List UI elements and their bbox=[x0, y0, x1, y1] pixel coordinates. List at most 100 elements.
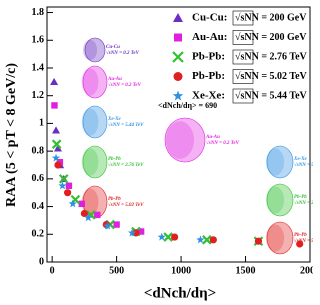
nucleus bbox=[82, 105, 108, 139]
data-point bbox=[127, 228, 137, 237]
legend-energy: √sNN = 200 GeV bbox=[235, 12, 307, 23]
y-tick-label: 1 bbox=[39, 118, 44, 129]
nucleus bbox=[166, 121, 194, 159]
nucleus bbox=[82, 65, 108, 99]
legend-energy: √sNN = 2.76 TeV bbox=[235, 51, 308, 62]
nucleus bbox=[265, 224, 285, 252]
data-point bbox=[51, 102, 58, 109]
y-tick-label: 1.8 bbox=[32, 7, 45, 18]
data-point bbox=[51, 153, 61, 162]
nucleus-energy: √sNN = 5.44 TeV bbox=[108, 122, 144, 128]
data-point bbox=[58, 181, 67, 190]
nucleus bbox=[265, 148, 285, 176]
nucleus-energy: √sNN = 5.44 TeV bbox=[294, 162, 313, 168]
y-tick-label: 0.6 bbox=[32, 173, 45, 184]
nucleus-energy: √sNN = 2.76 TeV bbox=[108, 162, 144, 168]
x-axis-label: <dNch/dη> bbox=[144, 285, 216, 301]
legend-energy: √sNN = 5.44 TeV bbox=[235, 90, 308, 101]
legend-box bbox=[232, 10, 254, 26]
data-point bbox=[51, 139, 62, 149]
legend-marker bbox=[172, 51, 184, 63]
nucleus bbox=[266, 183, 294, 217]
plot-frame bbox=[46, 6, 311, 263]
y-axis-label: RAA (5 < pT < 8 GeV/c) bbox=[4, 63, 19, 207]
nucleus bbox=[164, 117, 206, 163]
data-point bbox=[54, 161, 62, 169]
y-tick-label: 0 bbox=[39, 256, 44, 267]
data-point bbox=[163, 232, 173, 242]
x-tick-label: 1500 bbox=[236, 265, 256, 276]
x-tick-label: 500 bbox=[109, 265, 124, 276]
data-point bbox=[94, 211, 101, 219]
legend-energy: √sNN = 5.02 TeV bbox=[235, 71, 308, 82]
legend-energy: √sNN = 200 GeV bbox=[235, 32, 307, 43]
legend-box bbox=[232, 49, 254, 65]
y-tick-label: 1.6 bbox=[32, 35, 45, 46]
legend-box bbox=[232, 88, 254, 104]
data-point bbox=[68, 199, 77, 208]
data-point bbox=[196, 235, 205, 244]
data-point bbox=[78, 200, 86, 207]
y-tick-label: 1.4 bbox=[32, 62, 45, 73]
nucleus-label: Xe-Xe bbox=[293, 157, 308, 162]
nucleus-energy: √sNN = 5.02 TeV bbox=[294, 238, 313, 244]
y-tick-label: 0.4 bbox=[32, 201, 45, 212]
nucleus-energy: √sNN = 0.2 TeV bbox=[108, 82, 142, 88]
data-point bbox=[64, 189, 72, 197]
data-point bbox=[296, 240, 304, 248]
data-point bbox=[137, 228, 145, 235]
nucleus-energy: √sNN = 0.2 TeV bbox=[106, 50, 140, 56]
nucleus bbox=[266, 221, 294, 255]
chart: RAA (5 < pT < 8 GeV/c) <dNch/dη> <dNch/d… bbox=[4, 6, 313, 301]
y-tick-label: 0.8 bbox=[32, 145, 45, 156]
nucleus bbox=[84, 37, 106, 63]
x-tick-label: 1000 bbox=[171, 265, 191, 276]
data-point bbox=[65, 182, 73, 189]
data-point bbox=[254, 237, 263, 245]
nucleus-label: Pb-Pb bbox=[108, 157, 121, 162]
data-point bbox=[209, 236, 217, 244]
legend-name: Pb-Pb: bbox=[192, 51, 225, 63]
nucleus bbox=[81, 108, 99, 136]
nucleus bbox=[81, 148, 99, 176]
nucleus-label: Pb-Pb bbox=[294, 195, 307, 200]
data-point bbox=[171, 233, 179, 241]
legend-marker bbox=[173, 72, 183, 81]
nucleus-label: Pb-Pb bbox=[108, 197, 121, 202]
legend-name: Cu-Cu: bbox=[192, 12, 227, 24]
data-point bbox=[103, 221, 112, 230]
y-tick-label: 0.2 bbox=[32, 229, 45, 240]
annotation: <dNch/dη> = 690 bbox=[158, 101, 217, 110]
x-tick-label: 0 bbox=[50, 265, 55, 276]
nucleus bbox=[81, 68, 99, 96]
nucleus-label: Xe-Xe bbox=[107, 117, 122, 122]
data-point bbox=[157, 232, 166, 241]
data-point bbox=[84, 213, 93, 222]
legend-marker bbox=[172, 90, 184, 101]
nucleus bbox=[81, 188, 99, 216]
nucleus-energy: √sNN = 5.02 TeV bbox=[108, 202, 144, 208]
legend-marker bbox=[174, 33, 182, 42]
nucleus bbox=[266, 145, 294, 179]
nucleus bbox=[83, 39, 97, 61]
data-point bbox=[53, 144, 62, 152]
nucleus bbox=[265, 186, 285, 214]
legend-name: Xe-Xe: bbox=[192, 90, 225, 102]
data-point bbox=[113, 221, 120, 228]
legend-marker bbox=[173, 13, 183, 22]
nucleus-label: Au-Au bbox=[107, 77, 122, 82]
legend-box bbox=[232, 69, 254, 84]
y-tick-label: 1.2 bbox=[32, 90, 45, 101]
nucleus bbox=[82, 145, 108, 179]
x-tick-label: 2000 bbox=[300, 265, 313, 276]
data-point bbox=[52, 126, 61, 134]
legend-box bbox=[232, 30, 254, 45]
nucleus-label: Pb-Pb bbox=[294, 233, 307, 238]
data-point bbox=[50, 77, 59, 86]
data-point bbox=[202, 235, 212, 245]
nucleus-label: Cu-Cu bbox=[106, 45, 120, 50]
nucleus-energy: √sNN = 0.2 TeV bbox=[206, 140, 240, 146]
nucleus-label: Au-Au bbox=[205, 135, 220, 140]
data-point bbox=[80, 209, 88, 218]
legend-name: Pb-Pb: bbox=[192, 70, 225, 82]
